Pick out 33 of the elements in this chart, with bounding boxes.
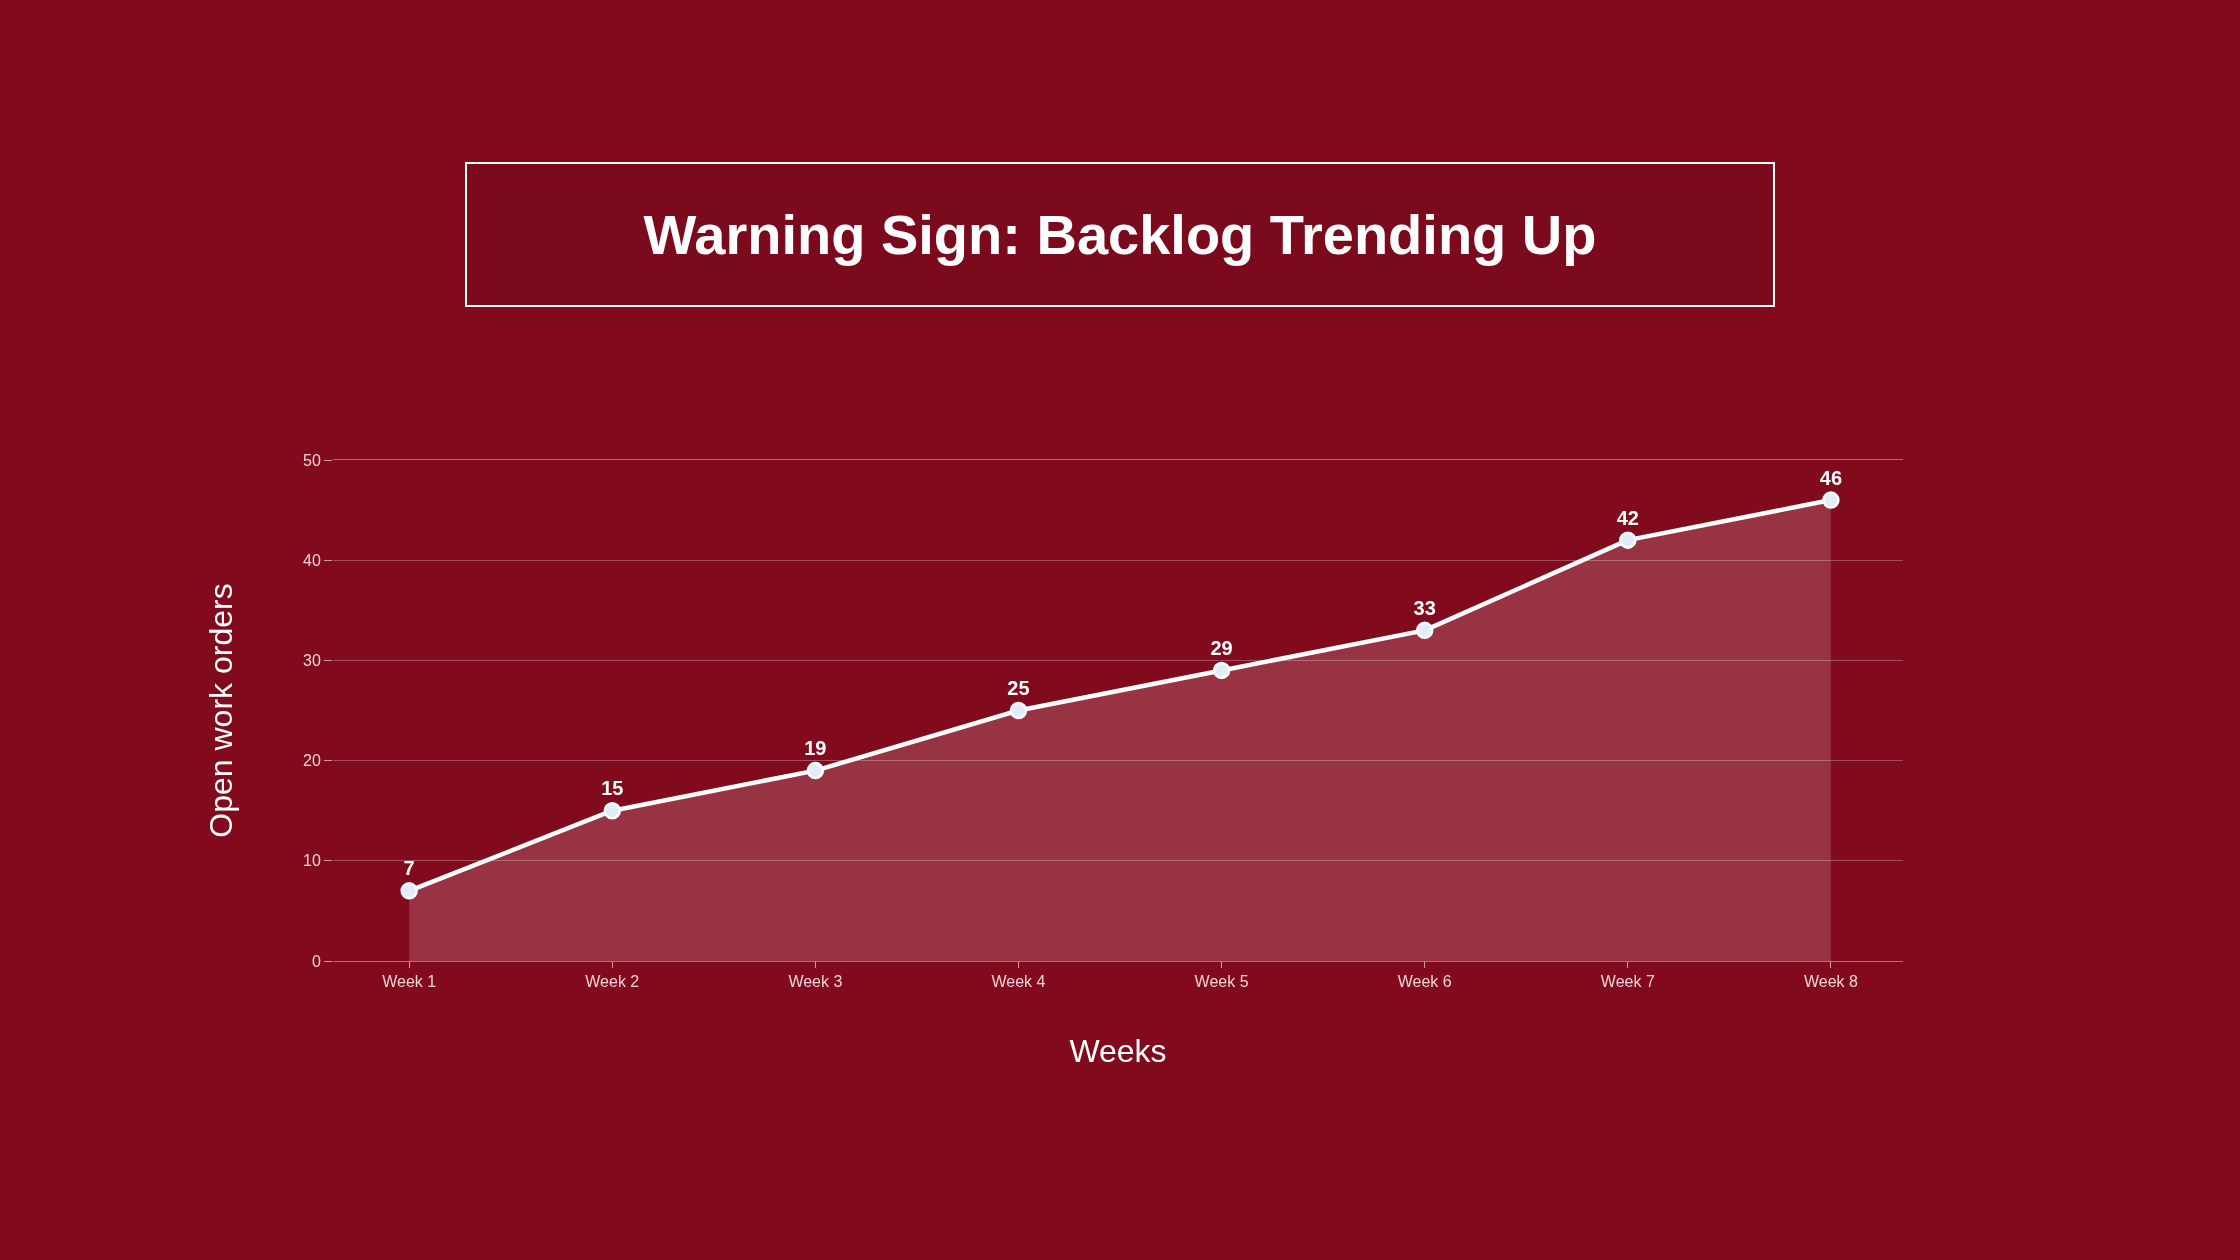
y-tick-label: 40	[303, 551, 321, 569]
y-tick-label: 0	[311, 952, 321, 970]
data-label: 15	[601, 777, 624, 800]
x-tick-label: Week 3	[788, 973, 843, 991]
point	[1212, 661, 1231, 680]
x-tick-label: Week 4	[991, 973, 1046, 991]
data-label: 29	[1210, 637, 1233, 660]
y-tick-label: 50	[303, 451, 321, 469]
data-label: 46	[1819, 466, 1843, 489]
x-tick-label: Week 5	[1194, 973, 1249, 991]
x-tick-label: Week 2	[585, 973, 640, 991]
data-label: 7	[403, 857, 415, 880]
x-tick-label: Week 6	[1397, 973, 1452, 991]
y-tick-label: 20	[303, 752, 321, 770]
point	[1415, 621, 1434, 640]
data-label: 19	[804, 737, 827, 760]
x-tick-label: Week 8	[1803, 973, 1858, 991]
point	[1009, 701, 1028, 720]
x-tick-label: Week 7	[1600, 973, 1655, 991]
point	[1822, 491, 1840, 509]
x-axis-title: Weeks	[1069, 1033, 1167, 1070]
y-tick-label: 10	[303, 852, 321, 870]
data-label: 33	[1413, 596, 1436, 619]
data-label: 25	[1007, 677, 1030, 700]
chart-title: Warning Sign: Backlog Trending Up	[643, 202, 1597, 266]
point	[1619, 531, 1637, 549]
y-axis-title: Open work orders	[203, 583, 240, 838]
x-tick-label: Week 1	[382, 973, 437, 991]
y-tick-label: 30	[303, 652, 321, 669]
point	[603, 801, 622, 820]
point	[806, 761, 825, 780]
data-label: 42	[1616, 506, 1639, 529]
point	[400, 882, 418, 900]
